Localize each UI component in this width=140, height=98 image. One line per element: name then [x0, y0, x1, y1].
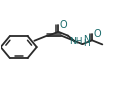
Text: NH: NH: [69, 37, 83, 46]
Text: N: N: [83, 35, 90, 44]
Text: O: O: [93, 29, 101, 39]
Text: H: H: [83, 39, 90, 48]
Text: O: O: [59, 20, 67, 30]
